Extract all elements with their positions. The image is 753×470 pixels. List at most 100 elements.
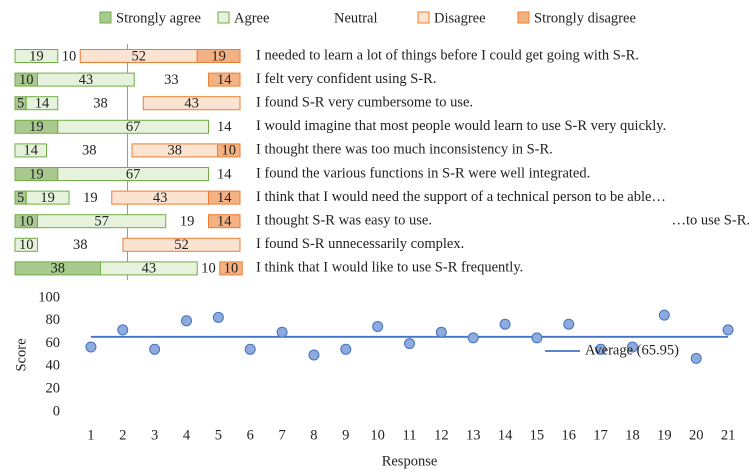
value-label: 38 (82, 143, 97, 159)
value-label: 38 (168, 143, 183, 159)
x-tick-label: 15 (530, 427, 545, 443)
point (85, 341, 97, 353)
point (627, 341, 638, 353)
point (308, 349, 320, 361)
bar-segment (208, 72, 241, 87)
bar-segment (14, 237, 38, 252)
category-label: I found the various functions in S-R wer… (256, 165, 590, 181)
value-label: 19 (29, 48, 44, 64)
category-label: I needed to learn a lot of things before… (256, 47, 639, 63)
category-label: I think that I would need the support of… (256, 189, 666, 205)
value-label: 38 (93, 96, 108, 112)
value-label: 10 (222, 143, 237, 159)
category-label: I found S-R very cumbersome to use. (256, 95, 473, 111)
legend-label: Neutral (334, 10, 377, 26)
value-label: 10 (201, 261, 216, 277)
y-tick-label: 100 (38, 289, 60, 305)
x-tick-label: 19 (657, 427, 672, 443)
point (467, 332, 479, 344)
point (117, 324, 129, 336)
x-tick-label: 18 (625, 427, 640, 443)
category-label: I thought there was too much inconsisten… (256, 142, 553, 158)
value-label: 38 (51, 261, 66, 277)
value-label: 52 (132, 48, 147, 64)
bar-segment (25, 96, 59, 111)
value-label: 38 (73, 237, 88, 253)
point (595, 343, 607, 355)
value-label: 19 (29, 166, 44, 182)
bar-segment (219, 261, 243, 276)
point (340, 343, 352, 355)
x-tick-label: 10 (370, 427, 385, 443)
value-label: 67 (126, 166, 141, 182)
value-label: 43 (184, 96, 199, 112)
y-tick-label: 0 (53, 403, 60, 419)
value-label: 14 (217, 214, 232, 230)
bar-segment (37, 214, 167, 229)
bar-segment (57, 167, 209, 181)
value-label: 14 (217, 166, 232, 182)
value-label: 14 (35, 96, 50, 112)
bar-segment (14, 143, 47, 158)
bar-segment (25, 190, 70, 205)
value-label: 10 (224, 261, 239, 277)
value-label: 10 (19, 214, 34, 230)
x-tick-label: 3 (151, 427, 158, 443)
bar-segment (57, 119, 209, 134)
value-label: 5 (17, 190, 24, 206)
x-tick-label: 4 (183, 427, 191, 443)
value-label: 14 (24, 143, 39, 159)
x-tick-label: 14 (498, 427, 513, 443)
value-label: 43 (153, 190, 168, 206)
point (181, 315, 192, 327)
point (499, 318, 511, 330)
value-label: 14 (217, 72, 232, 88)
value-label: 57 (94, 214, 109, 230)
x-axis-label: Response (382, 453, 438, 469)
value-label: 19 (180, 214, 195, 230)
category-label: I thought S-R was easy to use. (256, 213, 432, 229)
point (212, 311, 224, 323)
point (563, 318, 575, 330)
value-label: 43 (142, 261, 157, 277)
bar-segment (37, 72, 135, 87)
y-tick-label: 60 (46, 335, 61, 351)
y-tick-label: 40 (46, 358, 61, 374)
value-label: 19 (29, 119, 44, 135)
x-tick-label: 8 (310, 427, 317, 443)
value-label: 43 (79, 72, 94, 88)
bar-segment (196, 49, 241, 63)
x-tick-label: 13 (466, 427, 481, 443)
legend-swatch (517, 11, 530, 24)
point (435, 326, 447, 338)
category-label: I think that I would like to use S-R fre… (256, 260, 523, 276)
value-label: 19 (211, 48, 226, 64)
x-tick-label: 7 (278, 427, 285, 443)
point (372, 321, 384, 332)
bar-segment (208, 190, 241, 205)
category-label: I would imagine that most people would l… (256, 118, 666, 134)
bar-segment (122, 237, 241, 252)
value-label: 10 (19, 237, 34, 253)
x-tick-label: 5 (215, 427, 222, 443)
legend-swatch (417, 11, 430, 24)
point (722, 324, 734, 336)
annotation: …to use S-R. (671, 213, 750, 229)
value-label: 10 (19, 72, 34, 88)
point (658, 309, 670, 321)
x-tick-label: 17 (593, 427, 608, 443)
y-tick-label: 80 (46, 312, 61, 328)
x-tick-label: 11 (403, 427, 417, 443)
point (244, 343, 256, 355)
point (276, 326, 288, 338)
x-tick-label: 1 (87, 427, 94, 443)
bar-segment (14, 49, 59, 63)
y-tick-label: 20 (46, 381, 61, 397)
category-label: I found S-R unnecessarily complex. (256, 236, 464, 252)
value-label: 19 (40, 190, 55, 206)
legend-swatch (217, 11, 230, 24)
point (531, 332, 543, 344)
category-label: I felt very confident using S-R. (256, 71, 436, 87)
x-tick-label: 9 (342, 427, 349, 443)
